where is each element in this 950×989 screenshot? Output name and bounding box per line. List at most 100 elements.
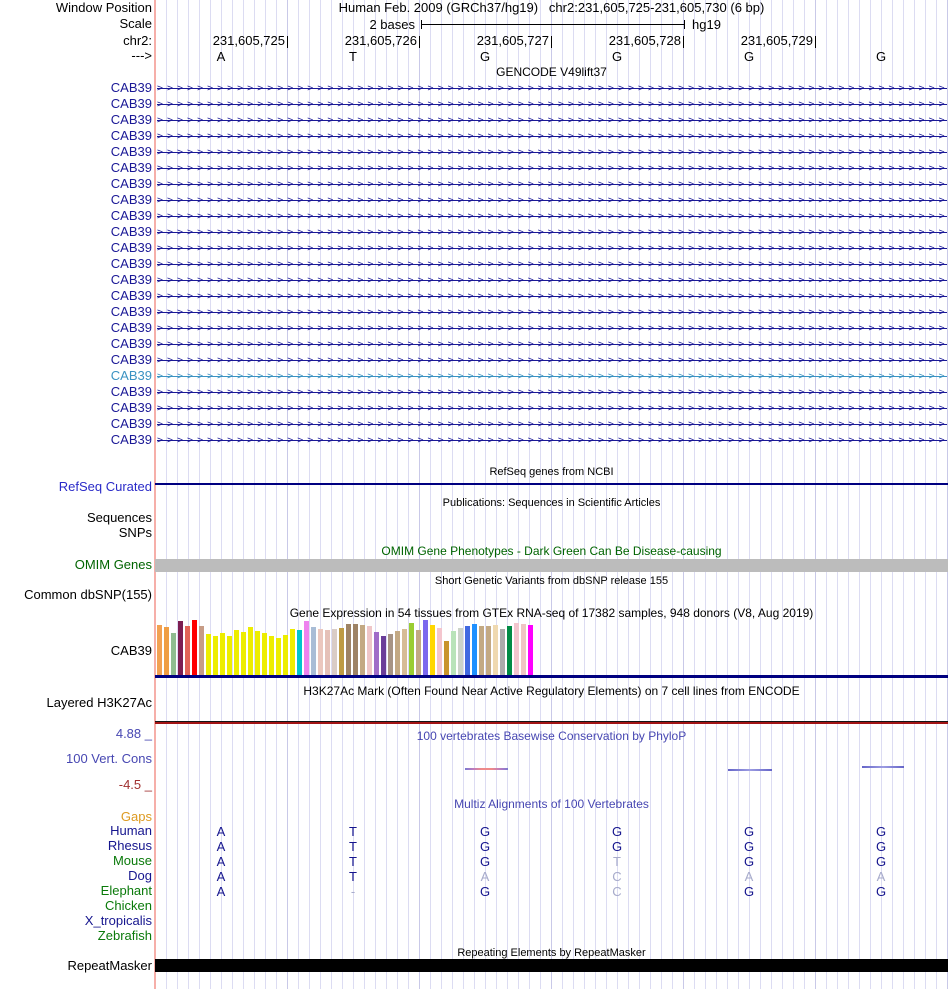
label-gene-cab39[interactable]: CAB39 [110,352,152,367]
label-gene-cab39[interactable]: CAB39 [110,144,152,159]
gtex-expression-bar[interactable] [157,625,162,675]
label-gene-cab39[interactable]: CAB39 [110,272,152,287]
label-gene-cab39[interactable]: CAB39 [110,240,152,255]
gtex-expression-bar[interactable] [472,624,477,675]
label-species-rhesus[interactable]: Rhesus [107,838,152,853]
gtex-expression-bar[interactable] [444,641,449,675]
label-species-human[interactable]: Human [110,823,152,838]
gencode-transcript-row[interactable]: >>>>>>>>>>>>>>>>>>>>>>>>>>>>>>>>>>>>>>>>… [157,209,947,223]
gtex-expression-bar[interactable] [227,636,232,675]
gencode-transcript-row[interactable]: >>>>>>>>>>>>>>>>>>>>>>>>>>>>>>>>>>>>>>>>… [157,177,947,191]
label-common-dbsnp[interactable]: Common dbSNP(155) [24,587,152,602]
gtex-expression-bar[interactable] [381,636,386,675]
gtex-expression-bar[interactable] [430,625,435,675]
gtex-expression-bar[interactable] [311,627,316,675]
label-gene-cab39[interactable]: CAB39 [110,112,152,127]
gtex-expression-bar[interactable] [360,625,365,675]
gtex-expression-bar[interactable] [521,624,526,675]
gencode-transcript-row[interactable]: >>>>>>>>>>>>>>>>>>>>>>>>>>>>>>>>>>>>>>>>… [157,257,947,271]
gtex-expression-bar[interactable] [395,631,400,675]
gtex-expression-bar[interactable] [269,636,274,675]
gtex-expression-bar[interactable] [451,631,456,675]
label-sequences[interactable]: Sequences [86,510,152,525]
gtex-expression-bar[interactable] [500,629,505,675]
label-species-gaps[interactable]: Gaps [120,809,152,824]
label-species-mouse[interactable]: Mouse [112,853,152,868]
gtex-expression-bar[interactable] [248,627,253,675]
gtex-expression-bar[interactable] [206,634,211,675]
gencode-transcript-row[interactable]: >>>>>>>>>>>>>>>>>>>>>>>>>>>>>>>>>>>>>>>>… [157,353,947,367]
gtex-expression-bar[interactable] [164,627,169,675]
gtex-expression-bar[interactable] [178,621,183,675]
gencode-transcript-row[interactable]: >>>>>>>>>>>>>>>>>>>>>>>>>>>>>>>>>>>>>>>>… [157,289,947,303]
label-gene-cab39[interactable]: CAB39 [110,432,152,447]
gtex-expression-bar[interactable] [507,626,512,675]
gencode-transcript-row[interactable]: >>>>>>>>>>>>>>>>>>>>>>>>>>>>>>>>>>>>>>>>… [157,97,947,111]
gtex-expression-bar[interactable] [220,633,225,675]
label-layered-h3k27ac[interactable]: Layered H3K27Ac [46,695,152,710]
gencode-transcript-row[interactable]: >>>>>>>>>>>>>>>>>>>>>>>>>>>>>>>>>>>>>>>>… [157,129,947,143]
gencode-transcript-row[interactable]: >>>>>>>>>>>>>>>>>>>>>>>>>>>>>>>>>>>>>>>>… [157,113,947,127]
label-gene-cab39[interactable]: CAB39 [110,176,152,191]
gtex-expression-bar[interactable] [367,626,372,675]
gtex-expression-bar[interactable] [171,633,176,675]
gtex-expression-bar[interactable] [374,632,379,675]
gtex-expression-bar[interactable] [262,633,267,675]
label-omim-genes[interactable]: OMIM Genes [74,557,152,572]
gtex-expression-bar[interactable] [528,625,533,675]
gtex-expression-bar[interactable] [486,626,491,675]
label-gene-cab39[interactable]: CAB39 [110,368,152,383]
gtex-expression-bar[interactable] [213,636,218,675]
gtex-expression-bar[interactable] [304,621,309,675]
label-gene-cab39[interactable]: CAB39 [110,160,152,175]
gtex-expression-bar[interactable] [388,634,393,675]
gencode-transcript-row[interactable]: >>>>>>>>>>>>>>>>>>>>>>>>>>>>>>>>>>>>>>>>… [157,193,947,207]
gtex-expression-bar[interactable] [318,629,323,675]
gtex-expression-bar[interactable] [255,631,260,675]
label-refseq-curated[interactable]: RefSeq Curated [58,479,152,494]
gtex-expression-bar[interactable] [493,625,498,675]
label-gene-cab39[interactable]: CAB39 [110,400,152,415]
gtex-expression-bar[interactable] [423,620,428,675]
gencode-transcript-row[interactable]: >>>>>>>>>>>>>>>>>>>>>>>>>>>>>>>>>>>>>>>>… [157,161,947,175]
label-gene-cab39[interactable]: CAB39 [110,336,152,351]
label-gene-cab39[interactable]: CAB39 [110,304,152,319]
gtex-expression-bar[interactable] [514,623,519,675]
gtex-expression-bar[interactable] [339,628,344,675]
label-species-dog[interactable]: Dog [128,868,152,883]
gencode-transcript-row[interactable]: >>>>>>>>>>>>>>>>>>>>>>>>>>>>>>>>>>>>>>>>… [157,385,947,399]
gtex-expression-bar[interactable] [185,626,190,675]
gtex-expression-bar[interactable] [409,623,414,675]
gtex-expression-bar[interactable] [416,630,421,675]
gtex-expression-bar[interactable] [353,624,358,675]
gtex-expression-bar[interactable] [346,624,351,675]
label-species-chicken[interactable]: Chicken [105,898,152,913]
gencode-transcript-row[interactable]: >>>>>>>>>>>>>>>>>>>>>>>>>>>>>>>>>>>>>>>>… [157,305,947,319]
gtex-expression-bar[interactable] [458,628,463,675]
gencode-transcript-row[interactable]: >>>>>>>>>>>>>>>>>>>>>>>>>>>>>>>>>>>>>>>>… [157,81,947,95]
gencode-transcript-row[interactable]: >>>>>>>>>>>>>>>>>>>>>>>>>>>>>>>>>>>>>>>>… [157,241,947,255]
gtex-expression-bar[interactable] [276,638,281,675]
label-gene-cab39[interactable]: CAB39 [110,416,152,431]
label-gtex-gene[interactable]: CAB39 [110,643,152,658]
gencode-transcript-row[interactable]: >>>>>>>>>>>>>>>>>>>>>>>>>>>>>>>>>>>>>>>>… [157,417,947,431]
gencode-transcript-row[interactable]: >>>>>>>>>>>>>>>>>>>>>>>>>>>>>>>>>>>>>>>>… [157,273,947,287]
label-species-x_tropicalis[interactable]: X_tropicalis [84,913,152,928]
label-snps[interactable]: SNPs [118,525,152,540]
gencode-transcript-row[interactable]: >>>>>>>>>>>>>>>>>>>>>>>>>>>>>>>>>>>>>>>>… [157,145,947,159]
label-gene-cab39[interactable]: CAB39 [110,192,152,207]
refseq-gene-line[interactable] [155,483,948,485]
repeatmasker-bar[interactable] [155,959,948,972]
gtex-expression-bar[interactable] [297,630,302,675]
gtex-expression-bar[interactable] [332,629,337,675]
label-gene-cab39[interactable]: CAB39 [110,320,152,335]
gencode-transcript-row[interactable]: >>>>>>>>>>>>>>>>>>>>>>>>>>>>>>>>>>>>>>>>… [157,401,947,415]
gencode-transcript-row[interactable]: >>>>>>>>>>>>>>>>>>>>>>>>>>>>>>>>>>>>>>>>… [157,433,947,447]
gencode-transcript-row[interactable]: >>>>>>>>>>>>>>>>>>>>>>>>>>>>>>>>>>>>>>>>… [157,337,947,351]
gencode-transcript-row[interactable]: >>>>>>>>>>>>>>>>>>>>>>>>>>>>>>>>>>>>>>>>… [157,321,947,335]
label-species-elephant[interactable]: Elephant [100,883,152,898]
gencode-transcript-row[interactable]: >>>>>>>>>>>>>>>>>>>>>>>>>>>>>>>>>>>>>>>>… [157,225,947,239]
gtex-expression-bar[interactable] [241,632,246,675]
gtex-expression-bar[interactable] [437,628,442,675]
label-gene-cab39[interactable]: CAB39 [110,208,152,223]
